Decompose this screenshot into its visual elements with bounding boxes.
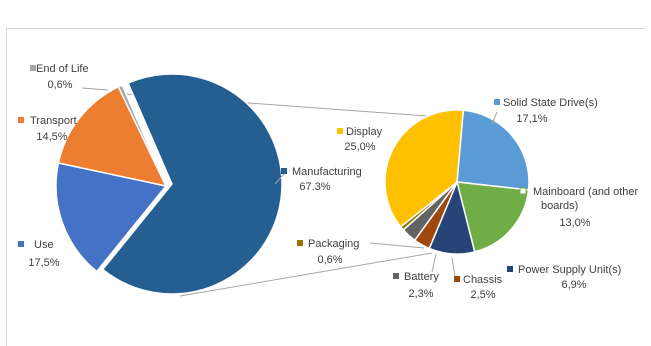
value-display: 25,0% bbox=[344, 141, 375, 153]
value-mainboard-and-other-boards: 13,0% bbox=[559, 217, 590, 229]
label-transport: Transport bbox=[30, 115, 77, 127]
leader-solid-state-drive-s bbox=[491, 111, 498, 125]
legend-marker-display bbox=[337, 128, 343, 134]
legend-marker-end-of-life bbox=[30, 65, 36, 71]
label-packaging: Packaging bbox=[308, 238, 359, 250]
leader-battery bbox=[431, 253, 437, 273]
sub-slice-mainboard-and-other-boards bbox=[456, 181, 530, 253]
legend-marker-manufacturing bbox=[281, 168, 287, 174]
data-labels: Manufacturing 67.3% Use 17,5% Transport 14,5%… bbox=[18, 63, 639, 301]
leader-end-of-life bbox=[81, 87, 109, 91]
label-use: Use bbox=[34, 239, 54, 251]
sub-slice-display bbox=[384, 109, 465, 228]
chart-frame bbox=[6, 28, 646, 346]
legend-marker-solid-state-drive-s bbox=[494, 99, 500, 105]
value-manufacturing: 67.3% bbox=[299, 181, 330, 193]
legend-marker-packaging bbox=[297, 240, 303, 246]
main-slice-manufacturing bbox=[101, 73, 283, 295]
main-pie bbox=[55, 73, 283, 295]
label-solid-state-drive-s: Solid State Drive(s) bbox=[503, 97, 598, 109]
label-power-supply-unit-s: Power Supply Unit(s) bbox=[518, 264, 621, 276]
label-end-of-life: End of Life bbox=[36, 63, 89, 75]
label-mainboard-and-other-boards: Mainboard (and other boards) bbox=[533, 186, 639, 212]
value-solid-state-drive-s: 17,1% bbox=[516, 113, 547, 125]
sub-slice-solid-state-drive-s bbox=[456, 109, 530, 191]
label-manufacturing: Manufacturing bbox=[292, 166, 362, 178]
connector-bottom bbox=[179, 252, 433, 297]
legend-marker-use bbox=[18, 241, 24, 247]
main-slice-transport bbox=[57, 85, 168, 188]
value-power-supply-unit-s: 6,9% bbox=[561, 279, 586, 291]
label-chassis: Chassis bbox=[463, 274, 503, 286]
main-slice-use bbox=[55, 162, 168, 273]
value-end-of-life: 0,6% bbox=[47, 79, 72, 91]
leader-packaging bbox=[369, 242, 425, 249]
legend-marker-battery bbox=[393, 273, 399, 279]
value-battery: 2,3% bbox=[408, 288, 433, 300]
label-display: Display bbox=[346, 126, 383, 138]
legend-marker-chassis bbox=[454, 276, 460, 282]
main-slice-end-of-life bbox=[117, 84, 167, 187]
value-packaging: 0,6% bbox=[317, 254, 342, 266]
leader-chassis bbox=[451, 257, 456, 277]
legend-marker-power-supply-unit-s bbox=[507, 266, 513, 272]
legend-marker-transport bbox=[18, 117, 24, 123]
value-use: 17,5% bbox=[28, 257, 59, 269]
leader-manufacturing bbox=[274, 173, 285, 185]
value-chassis: 2,5% bbox=[470, 289, 495, 301]
legend-marker-mainboard-and-other-boards bbox=[519, 187, 527, 195]
label-battery: Battery bbox=[404, 271, 439, 283]
sub-pie bbox=[384, 109, 530, 255]
value-transport: 14,5% bbox=[36, 131, 67, 143]
